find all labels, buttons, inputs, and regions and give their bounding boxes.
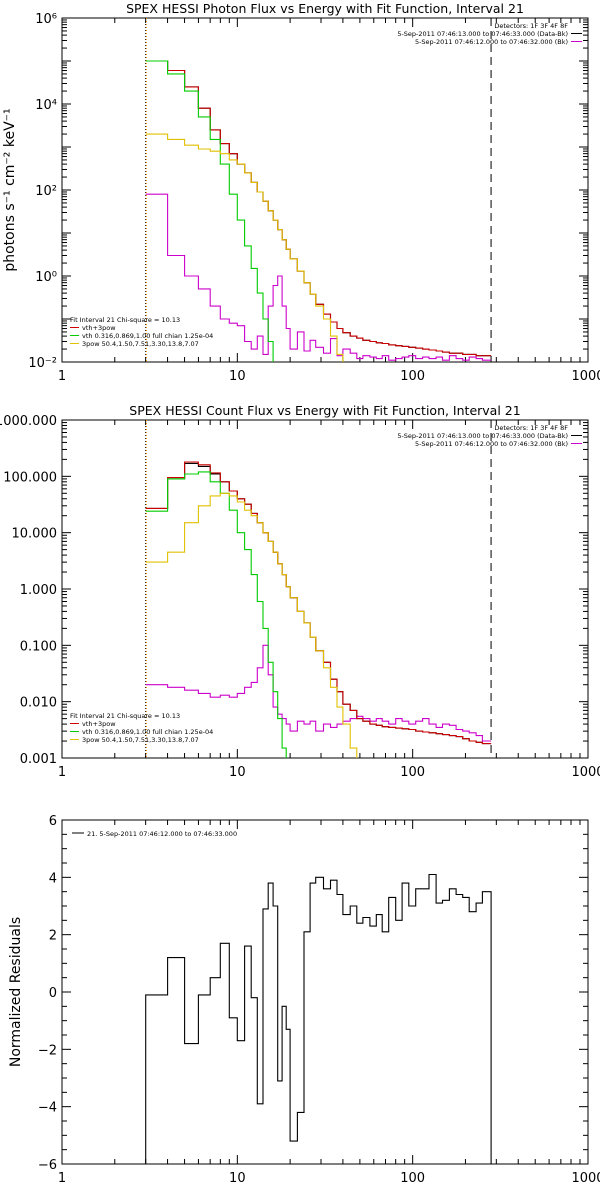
plot-frame <box>61 819 589 1165</box>
y-tick-label: 4 <box>49 871 57 886</box>
legend-entry: 3pow 50.4,1.50,7.51,3.30,13.8,7.07 <box>82 340 199 348</box>
series-line-3 <box>145 471 287 758</box>
y-tick-label: 10⁻² <box>28 356 57 371</box>
x-tick-label: 10 <box>229 369 246 384</box>
chart-title: SPEX HESSI Photon Flux vs Energy with Fi… <box>126 1 524 16</box>
series-line-0 <box>145 60 492 357</box>
x-tick-label: 1 <box>58 1171 66 1186</box>
plot-area <box>145 873 492 1164</box>
x-tick-label: 1 <box>58 369 66 384</box>
y-tick-label: 100.000 <box>3 470 57 485</box>
legend-entry: 3pow 50.4,1.50,7.51,3.30,13.8,7.07 <box>82 736 199 744</box>
x-tick-label: 1000 <box>571 1171 600 1186</box>
series-line-0 <box>145 873 492 1164</box>
y-axis-label: Normalized Residuals <box>8 917 24 1067</box>
legend-entry: vth+3pow <box>82 720 116 728</box>
x-tick-label: 1000 <box>571 765 600 780</box>
series-line-0 <box>145 462 492 745</box>
x-tick-label: 10 <box>229 1171 246 1186</box>
series-line-1 <box>145 644 492 742</box>
y-tick-label: 10² <box>35 184 57 199</box>
y-tick-label: 1000.000 <box>0 414 57 429</box>
series-line-1 <box>145 193 492 361</box>
legend-header: Fit Interval 21 Chi-square = 10.13 <box>70 712 180 720</box>
plot-frame <box>61 17 589 363</box>
panel-photon-flux: SPEX HESSI Photon Flux vs Energy with Fi… <box>2 1 600 384</box>
y-tick-label: 10.000 <box>12 527 58 542</box>
y-tick-label: 2 <box>49 929 57 944</box>
x-tick-label: 100 <box>400 369 425 384</box>
panel-count-flux: SPEX HESSI Count Flux vs Energy with Fit… <box>0 403 600 780</box>
plot-frame <box>61 419 589 759</box>
x-tick-label: 100 <box>400 1171 425 1186</box>
series-line-3 <box>145 60 274 362</box>
y-axis-label: photons s⁻¹ cm⁻² keV⁻¹ <box>2 108 18 271</box>
legend-header: Detectors: 1F 3F 4F 8F <box>494 22 568 30</box>
x-tick-label: 10 <box>229 765 246 780</box>
series-line-2 <box>145 60 492 357</box>
y-tick-label: −2 <box>38 1043 57 1058</box>
plot-area <box>145 18 492 362</box>
y-tick-label: −4 <box>38 1101 57 1116</box>
legend-entry: vth+3pow <box>82 324 116 332</box>
x-tick-label: 1000 <box>571 369 600 384</box>
legend-entry: 5-Sep-2011 07:46:12.000 to 07:46:32.000 … <box>415 440 568 448</box>
y-tick-label: 10⁰ <box>35 270 57 285</box>
y-tick-label: 10⁴ <box>35 98 57 113</box>
y-tick-label: 0 <box>49 986 57 1001</box>
legend-header: Fit Interval 21 Chi-square = 10.13 <box>70 316 180 324</box>
legend-header: Detectors: 1F 3F 4F 8F <box>494 424 568 432</box>
panel-residuals: 1 10 100 1000 −6 −4 −2 0 2 4 6 Normalized Residuals… <box>8 814 600 1186</box>
series-line-2 <box>145 461 492 745</box>
chart-title: SPEX HESSI Count Flux vs Energy with Fit… <box>129 403 520 418</box>
y-tick-label: 10⁶ <box>35 12 57 27</box>
x-tick-label: 1 <box>58 765 66 780</box>
y-tick-label: 0.100 <box>20 639 57 654</box>
series-line-4 <box>145 492 358 758</box>
legend-entry: vth 0.316,0.869,1.00 full chian 1.25e-04 <box>82 332 213 340</box>
legend-entry: vth 0.316,0.869,1.00 full chian 1.25e-04 <box>82 728 213 736</box>
legend-entry: 5-Sep-2011 07:46:13.000 to 07:46:33.000 … <box>397 30 568 38</box>
series-line-4 <box>145 133 344 362</box>
y-tick-label: 0.010 <box>20 696 57 711</box>
legend-entry: 5-Sep-2011 07:46:13.000 to 07:46:33.000 … <box>397 432 568 440</box>
y-tick-label: 6 <box>49 814 57 829</box>
legend-entry: 21. 5-Sep-2011 07:46:12.000 to 07:46:33.… <box>87 830 237 838</box>
legend-entry: 5-Sep-2011 07:46:12.000 to 07:46:32.000 … <box>415 38 568 46</box>
y-tick-label: −6 <box>38 1158 57 1173</box>
y-tick-label: 1.000 <box>20 583 57 598</box>
x-tick-label: 100 <box>400 765 425 780</box>
plot-area <box>145 420 492 758</box>
y-tick-label: 0.001 <box>20 752 57 767</box>
